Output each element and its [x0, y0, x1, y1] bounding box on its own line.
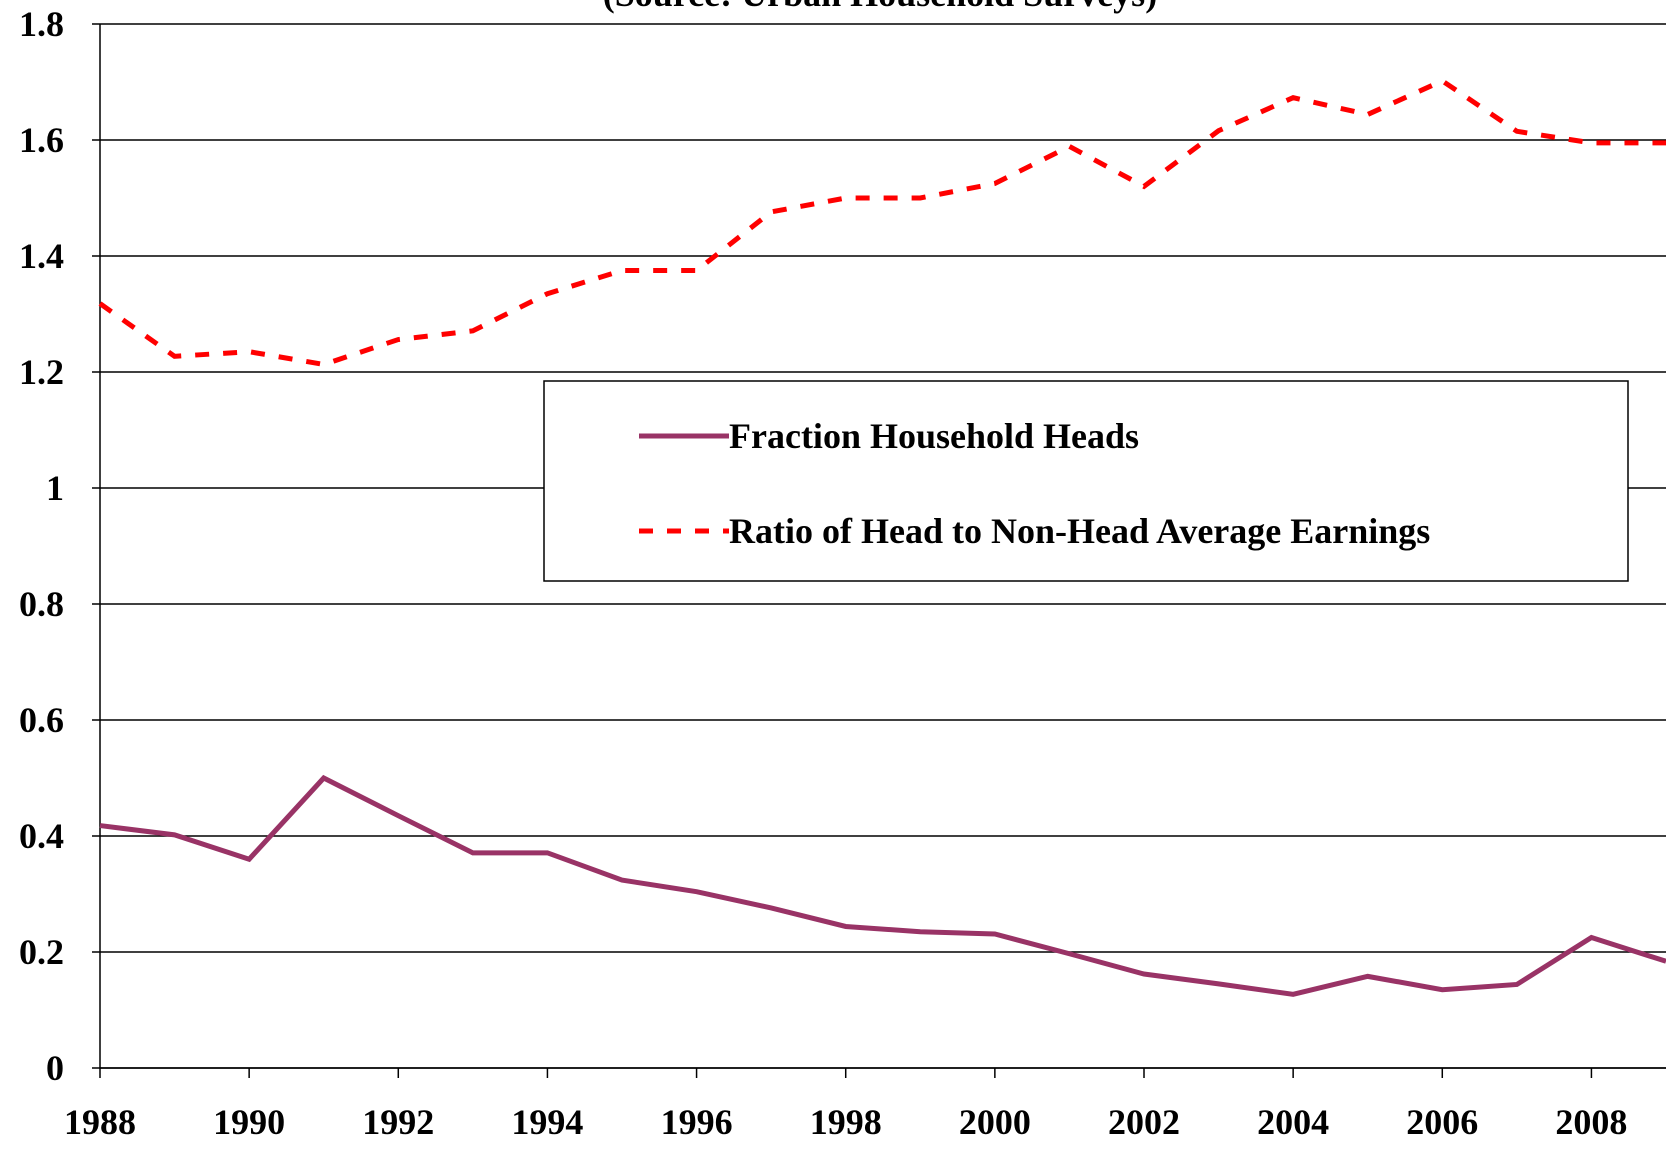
y-tick-label: 1.6 — [19, 120, 64, 160]
y-tick-label: 1 — [46, 468, 64, 508]
chart-subtitle: (Source: Urban Household Surveys) — [603, 0, 1157, 14]
y-tick-label: 1.8 — [19, 4, 64, 44]
x-tick-label: 2000 — [959, 1102, 1031, 1142]
x-tick-label: 1996 — [661, 1102, 733, 1142]
y-tick-label: 0.6 — [19, 700, 64, 740]
data-line — [99, 774, 1666, 997]
legend-label: Ratio of Head to Non-Head Average Earnin… — [729, 511, 1430, 551]
x-tick-label: 1992 — [362, 1102, 434, 1142]
y-tick-label: 0.2 — [19, 932, 64, 972]
y-tick-label: 1.2 — [19, 352, 64, 392]
x-tick-label: 1990 — [213, 1102, 285, 1142]
x-tick-label: 2008 — [1555, 1102, 1627, 1142]
legend: Fraction Household Heads Ratio of Head to… — [543, 380, 1629, 582]
x-tick-label: 1988 — [64, 1102, 136, 1142]
y-tick-label: 0 — [46, 1048, 64, 1088]
x-tick-label: 1994 — [511, 1102, 583, 1142]
legend-box — [543, 380, 1629, 582]
x-tick-label: 1998 — [810, 1102, 882, 1142]
x-tick-label: 2006 — [1406, 1102, 1478, 1142]
x-tick-label: 2004 — [1257, 1102, 1329, 1142]
x-tick-label: 2002 — [1108, 1102, 1180, 1142]
data-line — [98, 77, 1666, 368]
legend-label: Fraction Household Heads — [729, 416, 1139, 456]
y-tick-label: 0.4 — [19, 816, 64, 856]
y-tick-label: 1.4 — [19, 236, 64, 276]
y-tick-label: 0.8 — [19, 584, 64, 624]
